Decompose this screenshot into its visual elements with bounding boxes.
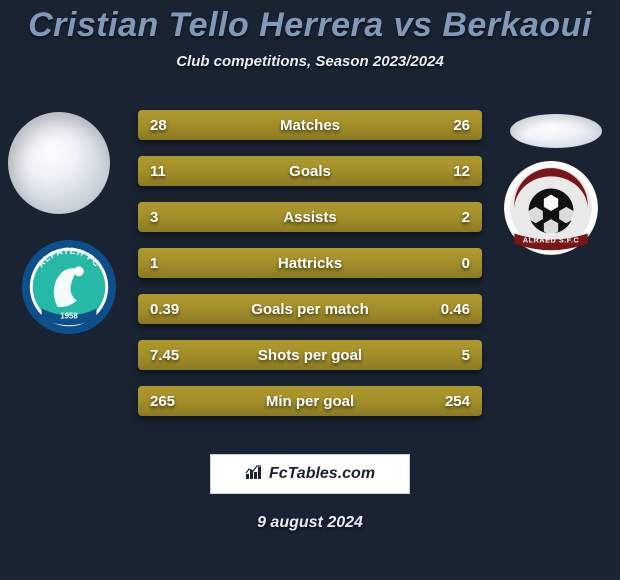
stat-right-value: 5 [450, 340, 482, 370]
stat-right-value: 0 [450, 248, 482, 278]
stat-label: Matches [138, 110, 482, 140]
watermark-logo: FcTables.com [210, 454, 410, 494]
stat-right-value: 12 [441, 156, 482, 186]
chart-icon [245, 464, 263, 485]
stat-right-value: 2 [450, 202, 482, 232]
player-left-avatar [8, 112, 110, 214]
stat-label: Min per goal [138, 386, 482, 416]
stat-bar: 0.39Goals per match0.46 [138, 294, 482, 324]
date-text: 9 august 2024 [0, 514, 620, 532]
stat-bar: 1Hattricks0 [138, 248, 482, 278]
stat-label: Goals [138, 156, 482, 186]
stat-bar: 11Goals12 [138, 156, 482, 186]
stat-right-value: 0.46 [429, 294, 482, 324]
stat-bar: 7.45Shots per goal5 [138, 340, 482, 370]
club-left-badge-text-bottom: 1958 [60, 311, 78, 320]
watermark-text: FcTables.com [269, 465, 375, 483]
club-left-badge: ALFATEH FC 1958 [20, 238, 118, 336]
stat-bars: 28Matches26 11Goals12 3Assists2 1Hattricks0… [138, 110, 482, 432]
stat-right-value: 26 [441, 110, 482, 140]
stat-right-value: 254 [433, 386, 482, 416]
club-right-badge: ALRAED S.F.C [500, 160, 602, 262]
stat-label: Shots per goal [138, 340, 482, 370]
subtitle: Club competitions, Season 2023/2024 [0, 53, 620, 70]
comparison-panel: ALFATEH FC 1958 [0, 90, 620, 510]
page-title: Cristian Tello Herrera vs Berkaoui [0, 6, 620, 45]
club-right-badge-text: ALRAED S.F.C [523, 236, 580, 245]
player-right-avatar [510, 114, 602, 148]
stat-bar: 265Min per goal254 [138, 386, 482, 416]
stat-label: Assists [138, 202, 482, 232]
stat-label: Hattricks [138, 248, 482, 278]
stat-bar: 3Assists2 [138, 202, 482, 232]
stat-bar: 28Matches26 [138, 110, 482, 140]
